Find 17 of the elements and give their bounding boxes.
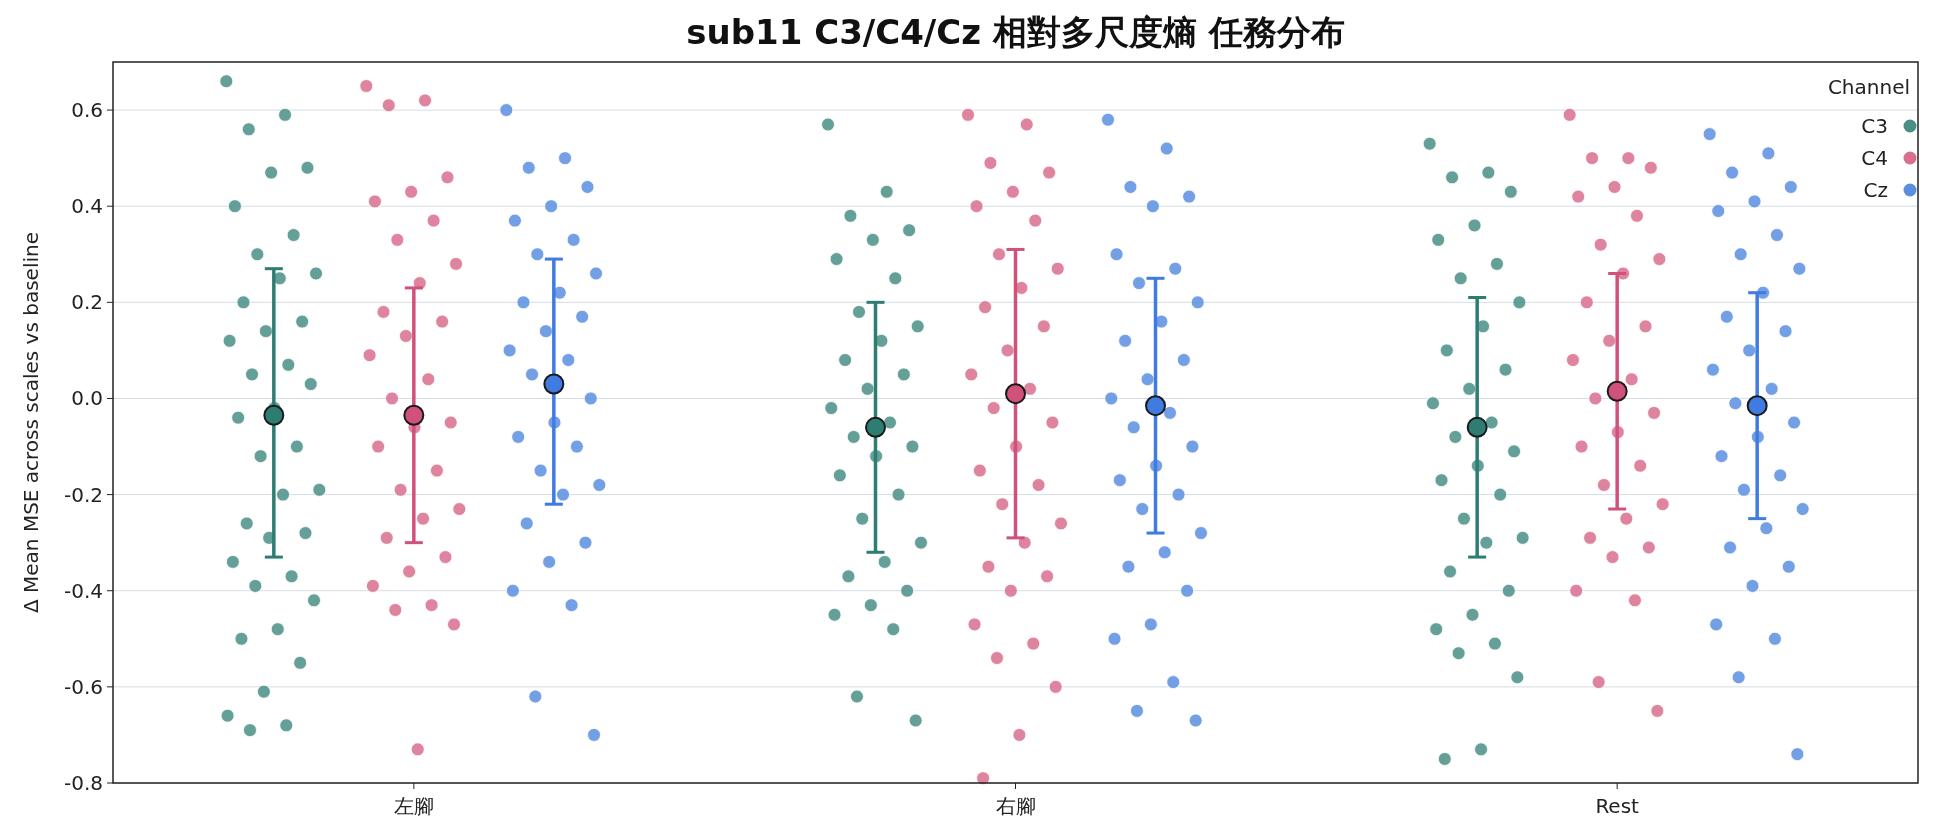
legend-label: Cz (1863, 178, 1888, 202)
x-tick-label: Rest (1595, 794, 1640, 818)
y-tick-label: -0.8 (63, 771, 103, 795)
x-tick-label: 左腳 (393, 794, 434, 818)
y-tick-label: 0.6 (71, 98, 103, 123)
x-tick-label: 右腳 (995, 794, 1036, 818)
chart-title: sub11 C3/C4/Cz 相對多尺度熵 任務分布 (686, 12, 1345, 52)
y-tick-label: -0.6 (63, 674, 103, 699)
y-tick-label: 0.4 (71, 194, 103, 219)
y-tick-label: 0.2 (71, 290, 103, 315)
legend-label: C3 (1861, 114, 1888, 138)
y-tick-label: -0.4 (63, 578, 103, 603)
legend-label: C4 (1861, 146, 1888, 170)
y-tick-label: -0.2 (63, 482, 103, 507)
legend-title: Channel (1827, 75, 1910, 99)
y-tick-label: 0.0 (71, 386, 103, 411)
y-axis-title: Δ Mean MSE across scales vs baseline (19, 232, 43, 613)
